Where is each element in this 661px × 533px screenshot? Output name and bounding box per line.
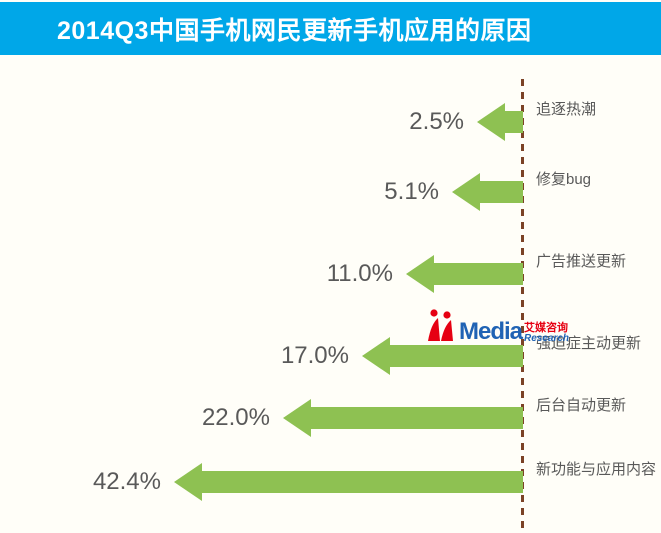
arrow-head xyxy=(477,103,505,141)
arrow-bar xyxy=(362,337,523,375)
arrow-body xyxy=(202,471,523,493)
watermark-media-text: Media xyxy=(459,318,523,345)
value-label: 11.0% xyxy=(326,260,393,287)
arrow-body xyxy=(505,111,523,133)
category-label: 追逐热潮 xyxy=(536,101,597,118)
bar-row: 22.0% xyxy=(202,398,523,438)
arrow-body xyxy=(311,407,523,429)
arrow-head xyxy=(174,463,202,501)
watermark-logo: Media 艾媒咨询 Research xyxy=(427,306,569,344)
arrow-head xyxy=(362,337,390,375)
arrow-bar xyxy=(174,463,523,501)
category-label: 后台自动更新 xyxy=(536,397,627,414)
category-label: 修复bug xyxy=(536,171,592,188)
category-label: 广告推送更新 xyxy=(536,253,627,270)
dashed-baseline xyxy=(521,79,524,528)
bar-row: 17.0% xyxy=(281,336,523,376)
arrow-head xyxy=(406,255,434,293)
arrow-head xyxy=(452,173,480,211)
value-label: 17.0% xyxy=(280,342,349,369)
arrow-bar xyxy=(452,173,523,211)
arrow-body xyxy=(480,181,523,203)
watermark-research-text: Research xyxy=(524,333,570,344)
category-label: 新功能与应用内容 xyxy=(536,461,657,478)
arrow-bar xyxy=(406,255,523,293)
bar-row: 5.1% xyxy=(384,172,523,212)
iimedia-figures-icon xyxy=(428,309,453,341)
arrow-body xyxy=(390,345,523,367)
bar-row: 42.4% xyxy=(93,462,523,502)
watermark-cn-text: 艾媒咨询 xyxy=(524,322,569,334)
watermark-text-stack: 艾媒咨询 Research xyxy=(524,322,569,344)
arrow-body xyxy=(434,263,523,285)
value-label: 42.4% xyxy=(92,468,161,495)
chart-title: 2014Q3中国手机网民更新手机应用的原因 xyxy=(57,16,532,45)
value-label: 22.0% xyxy=(201,404,270,431)
bar-row: 11.0% xyxy=(327,254,523,294)
category-label: 强迫症主动更新 xyxy=(536,335,642,352)
title-bar: 2014Q3中国手机网民更新手机应用的原因 xyxy=(0,2,661,55)
value-label: 2.5% xyxy=(409,108,464,135)
value-label: 5.1% xyxy=(384,178,439,205)
arrow-bar xyxy=(283,399,523,437)
arrow-head xyxy=(283,399,311,437)
arrow-bar xyxy=(477,103,523,141)
bar-row: 2.5% xyxy=(409,102,523,142)
